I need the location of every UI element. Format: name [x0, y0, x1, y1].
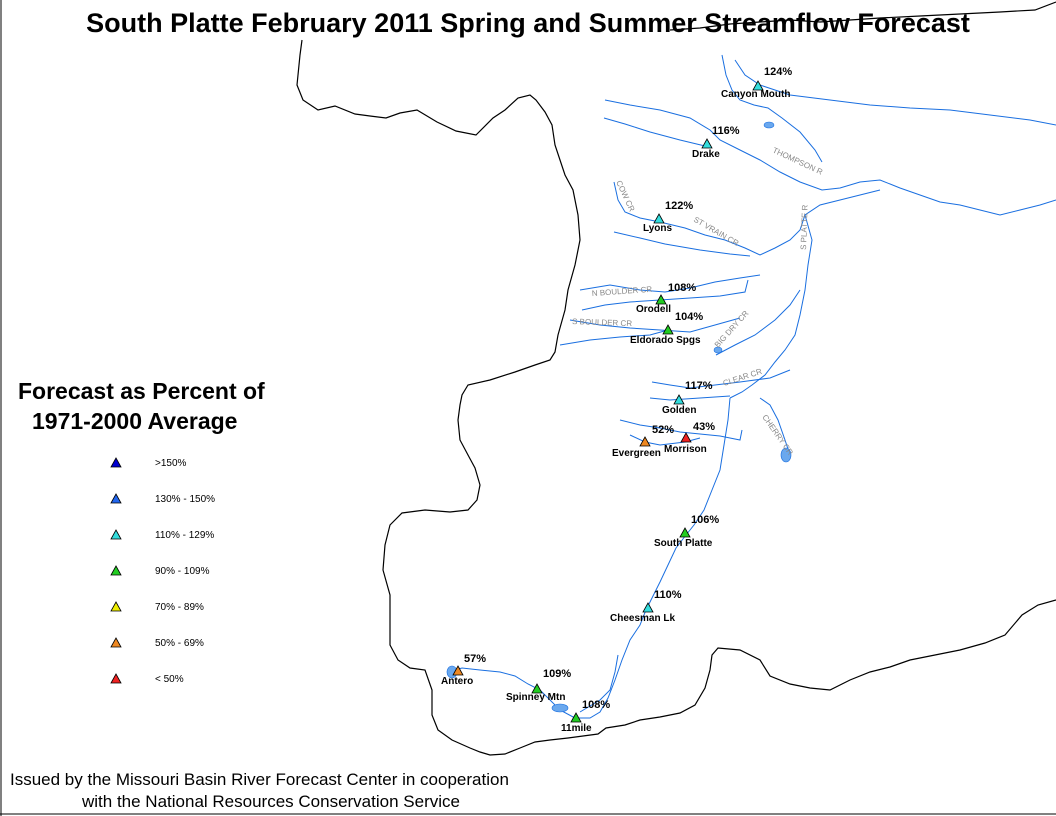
station-percent: 116%: [712, 125, 740, 137]
river-label: THOMPSON R: [771, 146, 824, 177]
legend-triangle-icon: [110, 457, 122, 468]
station-canyon-mouth[interactable]: 124% Canyon Mouth: [721, 66, 792, 100]
river-label: S BOULDER CR: [572, 317, 633, 328]
river-network: [447, 54, 1056, 719]
forecast-triangle-icon: [570, 712, 582, 723]
station-percent: 52%: [652, 424, 674, 436]
station-name: Drake: [692, 149, 720, 160]
station-name: Antero: [441, 676, 473, 687]
station-spinney-mtn[interactable]: 109% Spinney Mtn: [506, 668, 571, 703]
station-drake[interactable]: 116% Drake: [692, 125, 740, 160]
legend-label: >150%: [155, 458, 187, 469]
forecast-triangle-icon: [655, 294, 667, 305]
station-percent: 110%: [654, 589, 682, 601]
station-percent: 108%: [582, 699, 610, 711]
legend-triangle-icon: [110, 565, 122, 576]
legend-label: 50% - 69%: [155, 638, 204, 649]
legend-label: 90% - 109%: [155, 566, 210, 577]
legend-triangle-icon: [110, 673, 122, 684]
station-name: 11mile: [561, 723, 592, 734]
legend-item: < 50%: [110, 672, 310, 688]
legend-item: 90% - 109%: [110, 564, 310, 580]
station-name: Morrison: [664, 444, 707, 455]
forecast-triangle-icon: [452, 665, 464, 676]
legend-item: 110% - 129%: [110, 528, 310, 544]
forecast-triangle-icon: [680, 432, 692, 443]
legend-triangle-icon: [110, 529, 122, 540]
legend-label: 110% - 129%: [155, 530, 215, 541]
station-name: Canyon Mouth: [721, 89, 790, 100]
station-percent: 124%: [764, 66, 792, 78]
station-name: Orodell: [636, 304, 671, 315]
forecast-triangle-icon: [679, 527, 691, 538]
river-label: ST VRAIN CR: [692, 215, 740, 248]
forecast-triangle-icon: [662, 324, 674, 335]
river-label: S PLATTE R: [799, 204, 810, 250]
legend-title-line2: 1971-2000 Average: [32, 408, 238, 434]
station-percent: 109%: [543, 668, 571, 680]
station-golden[interactable]: 117% Golden: [662, 380, 713, 416]
legend-item: 70% - 89%: [110, 600, 310, 616]
station-11mile[interactable]: 108% 11mile: [561, 699, 610, 734]
legend-title: Forecast as Percent of 1971-2000 Average: [18, 376, 318, 436]
issuer-footer: Issued by the Missouri Basin River Forec…: [10, 769, 630, 813]
forecast-triangle-icon: [642, 602, 654, 613]
footer-line2: with the National Resources Conservation…: [82, 792, 460, 811]
station-percent: 108%: [668, 282, 696, 294]
stations: 124% Canyon Mouth 116% Drake 122% Lyons …: [441, 66, 792, 734]
legend-label: 130% - 150%: [155, 494, 216, 505]
legend-triangle-icon: [110, 601, 122, 612]
forecast-triangle-icon: [639, 436, 651, 447]
forecast-triangle-icon: [531, 683, 543, 694]
forecast-triangle-icon: [701, 138, 713, 149]
station-antero[interactable]: 57% Antero: [441, 653, 486, 687]
basin-boundary: [296, 1, 1056, 756]
legend-label: 70% - 89%: [155, 602, 204, 613]
legend-triangle-icon: [110, 493, 122, 504]
legend-item: 50% - 69%: [110, 636, 310, 652]
station-evergreen[interactable]: 52% Evergreen: [612, 424, 674, 459]
station-name: Cheesman Lk: [610, 613, 675, 624]
station-name: Lyons: [643, 223, 673, 234]
legend-label: < 50%: [155, 674, 184, 685]
legend-item: 130% - 150%: [110, 492, 310, 508]
river-label: CLEAR CR: [722, 367, 763, 388]
station-percent: 104%: [675, 311, 703, 323]
station-percent: 43%: [693, 421, 715, 433]
station-south-platte[interactable]: 106% South Platte: [654, 514, 719, 549]
station-percent: 106%: [691, 514, 719, 526]
legend-item: >150%: [110, 456, 310, 472]
station-orodell[interactable]: 108% Orodell: [636, 282, 696, 315]
station-morrison[interactable]: 43% Morrison: [664, 421, 715, 455]
station-eldorado-spgs[interactable]: 104% Eldorado Spgs: [630, 311, 703, 346]
river-label: N BOULDER CR: [592, 285, 653, 298]
legend-triangle-icon: [110, 637, 122, 648]
station-percent: 117%: [685, 380, 713, 392]
legend-title-line1: Forecast as Percent of: [18, 378, 265, 404]
map-title: South Platte February 2011 Spring and Su…: [86, 8, 970, 38]
forecast-triangle-icon: [752, 80, 764, 91]
forecast-triangle-icon: [653, 213, 665, 224]
station-percent: 57%: [464, 653, 486, 665]
station-lyons[interactable]: 122% Lyons: [643, 200, 693, 234]
station-cheesman-lk[interactable]: 110% Cheesman Lk: [610, 589, 682, 624]
river-label: BIG DRY CR: [713, 309, 751, 350]
station-name: South Platte: [654, 538, 713, 549]
station-name: Eldorado Spgs: [630, 335, 701, 346]
forecast-triangle-icon: [673, 394, 685, 405]
river-labels: THOMPSON R COW CR ST VRAIN CR S PLATTE R…: [572, 146, 824, 457]
station-name: Evergreen: [612, 448, 661, 459]
station-name: Golden: [662, 405, 696, 416]
station-name: Spinney Mtn: [506, 692, 565, 703]
lakes: [446, 121, 792, 713]
footer-line1: Issued by the Missouri Basin River Forec…: [10, 770, 509, 789]
station-percent: 122%: [665, 200, 693, 212]
